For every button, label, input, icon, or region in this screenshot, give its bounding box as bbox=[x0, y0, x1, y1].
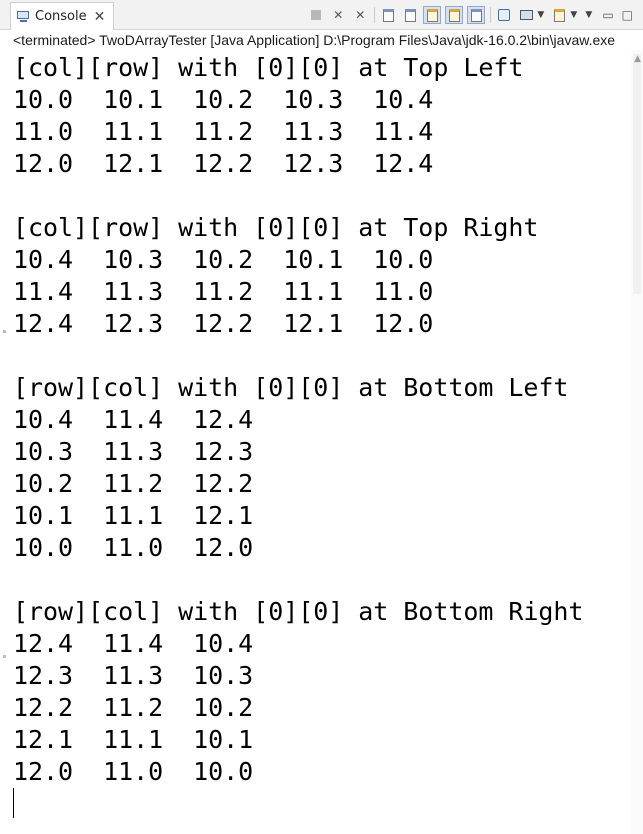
console-output-line: 12.3 11.3 10.3 bbox=[13, 661, 254, 690]
console-heading-line: [row][col] with [0][0] at Bottom Left bbox=[13, 373, 569, 402]
console-output-line: 12.2 11.2 10.2 bbox=[13, 693, 254, 722]
console-output-line: 10.0 10.1 10.2 10.3 10.4 bbox=[13, 85, 434, 114]
remove-launch-icon[interactable]: ✕ bbox=[333, 8, 344, 22]
console-heading-line: [row][col] with [0][0] at Bottom Right bbox=[13, 597, 584, 626]
show-on-stdout-icon[interactable] bbox=[423, 6, 442, 24]
console-output-line: 12.1 11.1 10.1 bbox=[13, 725, 254, 754]
minimize-icon[interactable]: ▭ bbox=[602, 8, 614, 22]
vertical-scrollbar[interactable] bbox=[631, 50, 643, 834]
console-output-line: 11.4 11.3 11.2 11.1 11.0 bbox=[13, 277, 434, 306]
console-toolbar: ✕ ✕ ▼ ▼ ▼ ▭ □ bbox=[303, 5, 633, 25]
toolbar-separator bbox=[490, 7, 492, 23]
maximize-icon[interactable]: □ bbox=[621, 8, 633, 22]
chevron-down-icon[interactable]: ▼ bbox=[537, 10, 545, 20]
scrollbar-thumb[interactable] bbox=[633, 54, 641, 294]
console-blank-line bbox=[13, 564, 631, 596]
console-output-line: 10.1 11.1 12.1 bbox=[13, 501, 254, 530]
console-output-line: 10.3 11.3 12.3 bbox=[13, 437, 254, 466]
process-status-line: <terminated> TwoDArrayTester [Java Appli… bbox=[13, 32, 616, 48]
console-tab-label: Console bbox=[35, 9, 87, 24]
view-menu-icon[interactable]: ▼ bbox=[585, 10, 593, 20]
console-heading-line: [col][row] with [0][0] at Top Right bbox=[13, 213, 539, 242]
console-output-line: 12.4 11.4 10.4 bbox=[13, 629, 254, 658]
ruler-marker bbox=[3, 655, 6, 658]
text-cursor bbox=[13, 788, 14, 818]
show-on-stderr-icon[interactable] bbox=[445, 6, 464, 24]
console-output-line: 10.4 11.4 12.4 bbox=[13, 405, 254, 434]
chevron-down-icon[interactable]: ▼ bbox=[570, 10, 578, 20]
console-output-line: 12.0 12.1 12.2 12.3 12.4 bbox=[13, 149, 434, 178]
display-selected-console-icon[interactable] bbox=[517, 6, 535, 24]
console-tab[interactable]: Console ✕ bbox=[10, 2, 114, 30]
console-output-line: 10.0 11.0 12.0 bbox=[13, 533, 254, 562]
console-icon bbox=[17, 10, 31, 23]
console-output-line: 12.0 11.0 10.0 bbox=[13, 757, 254, 786]
console-output-line: 12.4 12.3 12.2 12.1 12.0 bbox=[13, 309, 434, 338]
clear-console-icon[interactable] bbox=[379, 6, 397, 24]
word-wrap-icon[interactable] bbox=[467, 6, 486, 24]
console-blank-line bbox=[13, 340, 631, 372]
terminate-icon[interactable] bbox=[307, 6, 325, 24]
console-output-line: 10.2 11.2 12.2 bbox=[13, 469, 254, 498]
console-heading-line: [col][row] with [0][0] at Top Left bbox=[13, 53, 524, 82]
console-output[interactable]: [col][row] with [0][0] at Top Left 10.0 1… bbox=[13, 52, 631, 834]
toolbar-separator bbox=[374, 7, 376, 23]
open-console-icon[interactable] bbox=[550, 6, 568, 24]
ruler-marker bbox=[3, 330, 6, 333]
pin-console-icon[interactable] bbox=[495, 6, 513, 24]
console-output-line: 11.0 11.1 11.2 11.3 11.4 bbox=[13, 117, 434, 146]
console-output-line: 10.4 10.3 10.2 10.1 10.0 bbox=[13, 245, 434, 274]
close-icon[interactable]: ✕ bbox=[93, 8, 106, 25]
scroll-lock-icon[interactable] bbox=[401, 6, 419, 24]
view-tab-bar: Console ✕ ✕ ✕ ▼ ▼ ▼ ▭ □ bbox=[0, 0, 643, 30]
console-blank-line bbox=[13, 180, 631, 212]
remove-all-terminated-icon[interactable]: ✕ bbox=[355, 8, 366, 22]
scroll-up-icon[interactable]: ▲ bbox=[634, 54, 641, 64]
